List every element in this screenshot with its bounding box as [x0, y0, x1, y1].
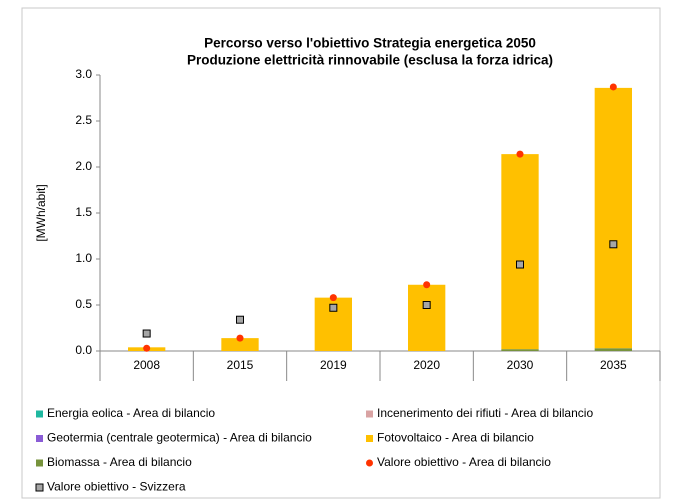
chart-frame: [21, 7, 661, 499]
legend-label: Biomassa - Area di bilancio: [47, 455, 192, 469]
target-square: [236, 315, 244, 324]
bar-segment: [221, 338, 259, 351]
legend-swatch: [36, 410, 43, 418]
legend-swatch: [35, 483, 44, 492]
target-dot: [423, 281, 431, 289]
x-tick-label: 2019: [320, 358, 347, 372]
x-tick-label: 2008: [133, 358, 160, 372]
y-tick-label: 2.0: [75, 159, 92, 173]
legend-label: Geotermia (centrale geotermica) - Area d…: [47, 431, 312, 445]
y-tick-label: 3.0: [75, 67, 92, 81]
bar-segment: [594, 348, 632, 351]
y-tick-label: 0.5: [75, 297, 92, 311]
bar-segment: [408, 284, 446, 351]
chart-title: Percorso verso l'obiettivo Strategia ene…: [204, 36, 536, 51]
x-tick-label: 2015: [227, 358, 254, 372]
legend-swatch: [36, 435, 43, 442]
target-square: [142, 329, 151, 338]
legend-swatch: [36, 459, 43, 467]
bar-segment: [594, 87, 632, 349]
x-tick-label: 2020: [413, 358, 440, 372]
legend-label: Valore obiettivo - Area di bilancio: [377, 455, 551, 469]
y-axis-label: [MWh/abit]: [34, 184, 48, 241]
legend-label: Valore obiettivo - Svizzera: [47, 480, 186, 494]
legend-swatch: [366, 459, 373, 467]
x-tick-label: 2035: [600, 358, 627, 372]
target-dot: [236, 334, 244, 342]
legend-label: Incenerimento dei rifiuti - Area di bila…: [377, 406, 593, 420]
target-square: [609, 240, 618, 249]
bar-segment: [501, 349, 539, 351]
legend-label: Energia eolica - Area di bilancio: [47, 406, 215, 420]
target-square: [329, 303, 338, 312]
y-tick-label: 0.0: [75, 343, 92, 357]
target-square: [516, 260, 524, 269]
target-dot: [516, 150, 524, 158]
target-dot: [143, 344, 151, 352]
legend-swatch: [366, 435, 373, 442]
y-tick-label: 1.0: [75, 251, 92, 265]
target-dot: [329, 294, 337, 302]
chart-subtitle: Produzione elettricità rinnovabile (escl…: [187, 53, 553, 68]
legend-label: Fotovoltaico - Area di bilancio: [377, 431, 534, 445]
bar-segment: [501, 154, 539, 350]
legend-swatch: [366, 410, 373, 418]
x-tick-label: 2030: [507, 358, 534, 372]
y-tick-label: 2.5: [75, 113, 92, 127]
target-square: [422, 301, 431, 309]
target-dot: [609, 83, 617, 91]
y-tick-label: 1.5: [75, 205, 92, 219]
